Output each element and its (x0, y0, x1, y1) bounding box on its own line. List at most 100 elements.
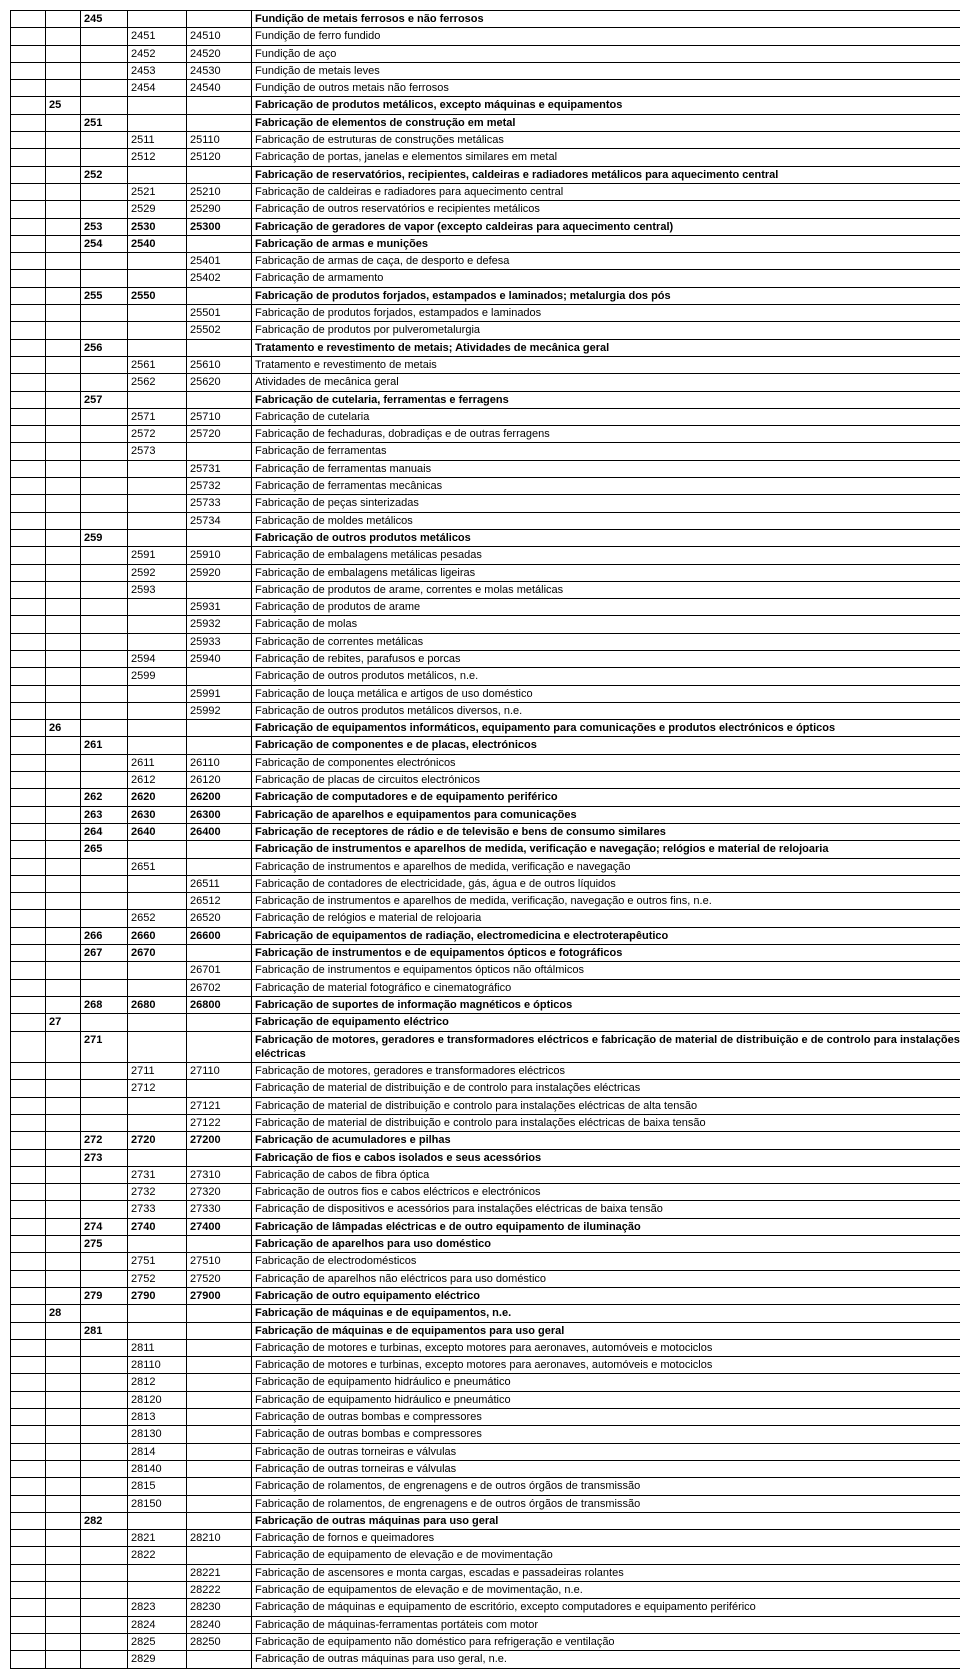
cell-c1 (11, 1322, 46, 1339)
cell-c4 (128, 962, 187, 979)
cell-c6: Fabricação de equipamento eléctrico (252, 1014, 960, 1031)
table-row: 2593Fabricação de produtos de arame, cor… (11, 581, 960, 598)
cell-c6: Fabricação de armamento (252, 270, 960, 287)
table-row: 251225120Fabricação de portas, janelas e… (11, 149, 960, 166)
cell-c5: 25290 (187, 201, 252, 218)
cell-c4: 2630 (128, 806, 187, 823)
cell-c5: 25931 (187, 599, 252, 616)
cell-c4: 2611 (128, 754, 187, 771)
cell-c3 (81, 1253, 128, 1270)
cell-c1 (11, 979, 46, 996)
cell-c2: 27 (46, 1014, 81, 1031)
table-row: 252Fabricação de reservatórios, recipien… (11, 166, 960, 183)
cell-c3 (81, 460, 128, 477)
cell-c6: Fabricação de geradores de vapor (except… (252, 218, 960, 235)
cell-c2 (46, 132, 81, 149)
cell-c3 (81, 1097, 128, 1114)
cell-c6: Fabricação de instrumentos e aparelhos d… (252, 893, 960, 910)
table-row: 26512Fabricação de instrumentos e aparel… (11, 893, 960, 910)
cell-c3 (81, 80, 128, 97)
table-row: 282428240Fabricação de máquinas-ferramen… (11, 1616, 960, 1633)
table-row: 25931Fabricação de produtos de arame (11, 599, 960, 616)
cell-c2 (46, 529, 81, 546)
cell-c6: Fabricação de contadores de electricidad… (252, 875, 960, 892)
cell-c5: 24540 (187, 80, 252, 97)
cell-c6: Fabricação de equipamento de elevação e … (252, 1547, 960, 1564)
table-row: 281Fabricação de máquinas e de equipamen… (11, 1322, 960, 1339)
table-row: 25932Fabricação de molas (11, 616, 960, 633)
cell-c5: 25910 (187, 547, 252, 564)
table-row: 28140Fabricação de outras torneiras e vá… (11, 1460, 960, 1477)
cell-c1 (11, 1443, 46, 1460)
cell-c6: Fabricação de relógios e material de rel… (252, 910, 960, 927)
cell-c2 (46, 1478, 81, 1495)
cell-c6: Fabricação de máquinas e de equipamentos… (252, 1322, 960, 1339)
cell-c5: 27510 (187, 1253, 252, 1270)
cell-c2 (46, 1443, 81, 1460)
cell-c3 (81, 599, 128, 616)
cell-c1 (11, 80, 46, 97)
cell-c5: 27200 (187, 1132, 252, 1149)
cell-c6: Fabricação de produtos de arame (252, 599, 960, 616)
cell-c2 (46, 1564, 81, 1581)
cell-c4: 28120 (128, 1391, 187, 1408)
cell-c3 (81, 581, 128, 598)
cell-c3: 275 (81, 1236, 128, 1253)
cell-c4: 2620 (128, 789, 187, 806)
cell-c4: 2811 (128, 1339, 187, 1356)
table-row: 256225620Atividades de mecânica geral (11, 374, 960, 391)
cell-c4: 2815 (128, 1478, 187, 1495)
table-row: 245124510Fundição de ferro fundido (11, 28, 960, 45)
cell-c3: 282 (81, 1512, 128, 1529)
cell-c6: Fabricação de ferramentas mecânicas (252, 478, 960, 495)
cell-c1 (11, 927, 46, 944)
cell-c2 (46, 1236, 81, 1253)
cell-c4 (128, 893, 187, 910)
cell-c5 (187, 1512, 252, 1529)
cell-c2 (46, 460, 81, 477)
table-row: 268268026800Fabricação de suportes de in… (11, 996, 960, 1013)
cell-c6: Fabricação de produtos forjados, estampa… (252, 287, 960, 304)
cell-c2 (46, 45, 81, 62)
cell-c4 (128, 460, 187, 477)
cell-c2 (46, 616, 81, 633)
cell-c6: Fabricação de máquinas e de equipamentos… (252, 1305, 960, 1322)
cell-c2 (46, 114, 81, 131)
cell-c3 (81, 426, 128, 443)
cell-c2 (46, 910, 81, 927)
cell-c5 (187, 1651, 252, 1668)
cell-c3 (81, 979, 128, 996)
cell-c1 (11, 1166, 46, 1183)
cell-c6: Fundição de outros metais não ferrosos (252, 80, 960, 97)
cell-c3: 256 (81, 339, 128, 356)
cell-c5: 25734 (187, 512, 252, 529)
cell-c2 (46, 322, 81, 339)
cell-c4 (128, 1014, 187, 1031)
cell-c3 (81, 1426, 128, 1443)
cell-c3: 264 (81, 823, 128, 840)
cell-c2 (46, 391, 81, 408)
table-row: 245224520Fundição de aço (11, 45, 960, 62)
table-row: 282Fabricação de outras máquinas para us… (11, 1512, 960, 1529)
table-row: 259225920Fabricação de embalagens metáli… (11, 564, 960, 581)
cell-c5 (187, 1357, 252, 1374)
table-row: 263263026300Fabricação de aparelhos e eq… (11, 806, 960, 823)
cell-c6: Fabricação de outras bombas e compressor… (252, 1409, 960, 1426)
cell-c5 (187, 1478, 252, 1495)
cell-c4: 2573 (128, 443, 187, 460)
cell-c2 (46, 166, 81, 183)
cell-c5 (187, 97, 252, 114)
table-row: 253253025300Fabricação de geradores de v… (11, 218, 960, 235)
cell-c4 (128, 1322, 187, 1339)
cell-c3 (81, 772, 128, 789)
cell-c5: 27330 (187, 1201, 252, 1218)
table-row: 256Tratamento e revestimento de metais; … (11, 339, 960, 356)
cell-c2 (46, 201, 81, 218)
cell-c2 (46, 1201, 81, 1218)
cell-c5 (187, 339, 252, 356)
cell-c2 (46, 754, 81, 771)
cell-c5: 25300 (187, 218, 252, 235)
cell-c6: Fabricação de outros produtos metálicos,… (252, 668, 960, 685)
cell-c1 (11, 1236, 46, 1253)
cell-c5: 24520 (187, 45, 252, 62)
